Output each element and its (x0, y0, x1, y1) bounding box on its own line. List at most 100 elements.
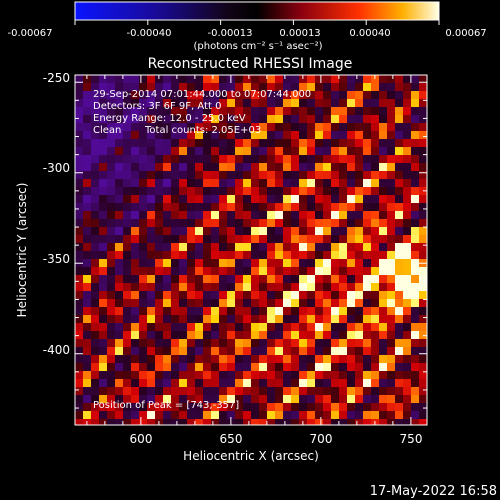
image-pixel (307, 187, 315, 195)
image-pixel (339, 387, 347, 395)
image-pixel (371, 411, 379, 419)
y-tick-label: -350 (43, 252, 70, 266)
image-pixel (195, 315, 203, 323)
image-pixel (331, 75, 339, 83)
image-pixel (75, 171, 83, 179)
image-pixel (219, 403, 227, 411)
image-pixel (419, 275, 427, 283)
energy-range-text: Energy Range: 12.0 - 25.0 keV (93, 113, 246, 124)
image-pixel (139, 147, 147, 155)
image-pixel (403, 251, 411, 259)
image-pixel (235, 395, 243, 403)
image-pixel (227, 163, 235, 171)
image-pixel (147, 147, 155, 155)
image-pixel (91, 315, 99, 323)
image-pixel (243, 379, 251, 387)
image-pixel (331, 411, 339, 419)
image-pixel (83, 179, 91, 187)
image-pixel (379, 371, 387, 379)
image-pixel (251, 379, 259, 387)
colorbar-tick-label: -0.00040 (127, 28, 172, 39)
image-pixel (315, 339, 323, 347)
image-pixel (99, 243, 107, 251)
image-pixel (419, 139, 427, 147)
image-pixel (203, 115, 211, 123)
image-pixel (235, 91, 243, 99)
image-pixel (131, 347, 139, 355)
image-pixel (395, 179, 403, 187)
image-pixel (83, 83, 91, 91)
image-pixel (139, 259, 147, 267)
image-pixel (323, 283, 331, 291)
image-pixel (155, 339, 163, 347)
image-pixel (131, 315, 139, 323)
image-pixel (291, 75, 299, 83)
image-pixel (403, 347, 411, 355)
image-pixel (107, 419, 115, 425)
image-pixel (387, 243, 395, 251)
image-pixel (123, 275, 131, 283)
image-pixel (267, 299, 275, 307)
image-pixel (99, 219, 107, 227)
image-pixel (395, 147, 403, 155)
image-pixel (155, 259, 163, 267)
image-pixel (331, 107, 339, 115)
image-pixel (387, 419, 395, 425)
image-pixel (147, 131, 155, 139)
image-pixel (123, 187, 131, 195)
image-pixel (155, 323, 163, 331)
image-pixel (259, 171, 267, 179)
image-pixel (91, 75, 99, 83)
image-pixel (91, 107, 99, 115)
image-pixel (411, 419, 419, 425)
image-pixel (371, 171, 379, 179)
image-pixel (291, 123, 299, 131)
image-pixel (355, 291, 363, 299)
image-pixel (139, 195, 147, 203)
image-pixel (99, 355, 107, 363)
image-pixel (107, 395, 115, 403)
image-pixel (123, 347, 131, 355)
image-pixel (395, 131, 403, 139)
image-pixel (235, 163, 243, 171)
image-pixel (307, 235, 315, 243)
image-pixel (307, 131, 315, 139)
image-pixel (83, 275, 91, 283)
image-pixel (419, 203, 427, 211)
image-pixel (387, 387, 395, 395)
image-pixel (323, 323, 331, 331)
image-pixel (355, 243, 363, 251)
image-pixel (187, 371, 195, 379)
image-pixel (395, 187, 403, 195)
image-pixel (339, 299, 347, 307)
image-pixel (219, 259, 227, 267)
image-pixel (243, 211, 251, 219)
image-pixel (107, 155, 115, 163)
image-pixel (299, 195, 307, 203)
image-pixel (251, 203, 259, 211)
image-pixel (99, 251, 107, 259)
image-pixel (355, 315, 363, 323)
image-pixel (179, 131, 187, 139)
image-pixel (147, 403, 155, 411)
image-pixel (331, 347, 339, 355)
image-pixel (115, 219, 123, 227)
image-pixel (219, 379, 227, 387)
image-pixel (355, 403, 363, 411)
image-pixel (99, 331, 107, 339)
image-pixel (251, 251, 259, 259)
image-pixel (355, 131, 363, 139)
image-pixel (131, 419, 139, 425)
image-pixel (355, 115, 363, 123)
image-pixel (323, 131, 331, 139)
image-pixel (243, 251, 251, 259)
image-pixel (379, 403, 387, 411)
image-pixel (363, 411, 371, 419)
image-pixel (131, 379, 139, 387)
image-pixel (403, 339, 411, 347)
image-pixel (147, 195, 155, 203)
image-pixel (115, 355, 123, 363)
image-pixel (139, 155, 147, 163)
image-pixel (187, 155, 195, 163)
peak-position-text: Position of Peak = [743,-357] (93, 400, 239, 411)
